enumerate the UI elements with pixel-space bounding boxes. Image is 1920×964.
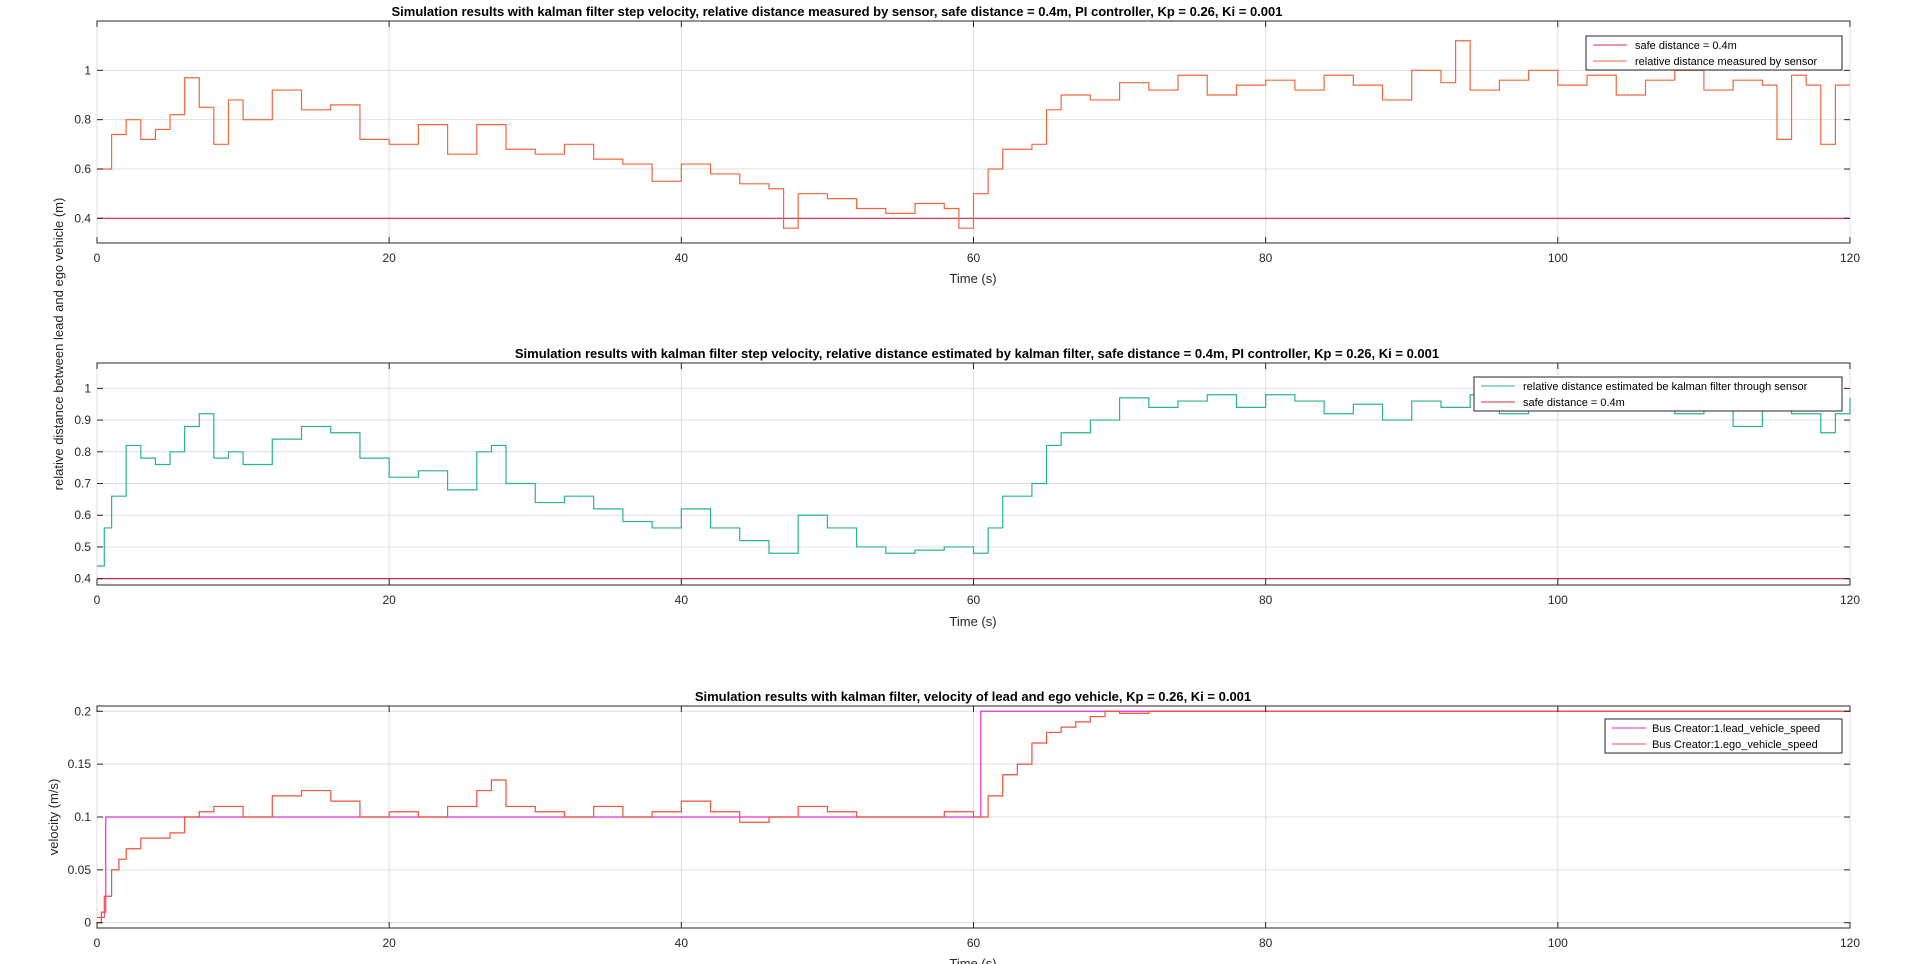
subplot-2-legend: relative distance estimated be kalman fi… xyxy=(1473,376,1843,412)
subplot-2-x-axis-label: Time (s) xyxy=(949,614,996,629)
y-tick-label: 0.8 xyxy=(74,445,91,459)
legend-label-safe-distance-2: safe distance = 0.4m xyxy=(1523,397,1625,409)
x-tick-label: 80 xyxy=(1259,936,1273,950)
y-tick-label: 1 xyxy=(84,63,91,77)
subplot-3-series xyxy=(97,710,1850,924)
subplot-3-title: Simulation results with kalman filter, v… xyxy=(695,689,1251,704)
subplot-1-y-ticks: 0.4 0.6 0.8 1 xyxy=(74,63,1850,225)
y-tick-label: 0.9 xyxy=(74,413,91,427)
legend-label-lead-speed: Bus Creator:1.lead_vehicle_speed xyxy=(1652,723,1820,735)
x-tick-label: 120 xyxy=(1840,593,1860,607)
shared-y-axis-label: relative distance between lead and ego v… xyxy=(51,198,66,491)
x-tick-label: 40 xyxy=(675,936,689,950)
subplot-2-title: Simulation results with kalman filter st… xyxy=(515,346,1439,361)
series-line-relative-distance-measured-by-sensor xyxy=(97,40,1850,229)
subplot-1-x-ticks: 0 20 40 60 80 100 120 xyxy=(94,21,1860,265)
subplot-1-legend: safe distance = 0.4m relative distance m… xyxy=(1585,35,1843,71)
x-tick-label: 40 xyxy=(675,593,689,607)
subplot-2-y-ticks: 0.4 0.5 0.6 0.7 0.8 0.9 1 xyxy=(74,381,1850,586)
subplot-1-grid xyxy=(96,21,1851,243)
x-tick-label: 100 xyxy=(1548,593,1568,607)
y-tick-label: 0.4 xyxy=(74,211,91,225)
subplot-1: Simulation results with kalman filter st… xyxy=(74,4,1860,286)
subplot-3-x-ticks: 0 20 40 60 80 100 120 xyxy=(94,706,1860,950)
x-tick-label: 100 xyxy=(1548,251,1568,265)
y-tick-label: 1 xyxy=(84,381,91,395)
subplot-2-x-ticks: 0 20 40 60 80 100 120 xyxy=(94,363,1860,607)
legend-label-measured-distance: relative distance measured by sensor xyxy=(1635,56,1818,68)
y-tick-label: 0.7 xyxy=(74,477,91,491)
y-tick-label: 0.1 xyxy=(74,810,91,824)
x-tick-label: 20 xyxy=(382,251,396,265)
y-tick-label: 0 xyxy=(84,916,91,930)
subplot-3-y-axis-label: velocity (m/s) xyxy=(46,779,61,856)
subplot-3-x-axis-label: Time (s) xyxy=(949,956,996,964)
series-line-bus-creator-1-ego-vehicle-speed xyxy=(97,710,1850,919)
x-tick-label: 120 xyxy=(1840,936,1860,950)
y-tick-label: 0.05 xyxy=(68,863,92,877)
y-tick-label: 0.6 xyxy=(74,162,91,176)
x-tick-label: 0 xyxy=(94,593,101,607)
x-tick-label: 40 xyxy=(675,251,689,265)
x-tick-label: 120 xyxy=(1840,251,1860,265)
x-tick-label: 80 xyxy=(1259,251,1273,265)
subplot-1-x-axis-label: Time (s) xyxy=(949,271,996,286)
subplot-3-legend: Bus Creator:1.lead_vehicle_speed Bus Cre… xyxy=(1604,718,1843,754)
legend-label-safe-distance: safe distance = 0.4m xyxy=(1635,40,1737,52)
x-tick-label: 0 xyxy=(94,251,101,265)
subplot-1-series xyxy=(97,40,1850,229)
y-tick-label: 0.6 xyxy=(74,508,91,522)
y-tick-label: 0.15 xyxy=(68,757,92,771)
x-tick-label: 60 xyxy=(967,593,981,607)
x-tick-label: 80 xyxy=(1259,593,1273,607)
y-tick-label: 0.4 xyxy=(74,572,91,586)
x-tick-label: 60 xyxy=(967,936,981,950)
y-tick-label: 0.5 xyxy=(74,540,91,554)
x-tick-label: 20 xyxy=(382,593,396,607)
x-tick-label: 20 xyxy=(382,936,396,950)
y-tick-label: 0.2 xyxy=(74,704,91,718)
subplot-3: Simulation results with kalman filter, v… xyxy=(46,689,1860,964)
legend-label-ego-speed: Bus Creator:1.ego_vehicle_speed xyxy=(1652,739,1818,751)
legend-label-estimated-distance: relative distance estimated be kalman fi… xyxy=(1523,381,1808,393)
x-tick-label: 0 xyxy=(94,936,101,950)
subplot-2: Simulation results with kalman filter st… xyxy=(74,346,1860,629)
subplot-3-y-ticks: 0 0.05 0.1 0.15 0.2 xyxy=(68,704,1850,930)
series-line-bus-creator-1-lead-vehicle-speed xyxy=(97,710,1850,924)
y-tick-label: 0.8 xyxy=(74,113,91,127)
x-tick-label: 60 xyxy=(967,251,981,265)
x-tick-label: 100 xyxy=(1548,936,1568,950)
subplot-1-title: Simulation results with kalman filter st… xyxy=(392,4,1283,19)
